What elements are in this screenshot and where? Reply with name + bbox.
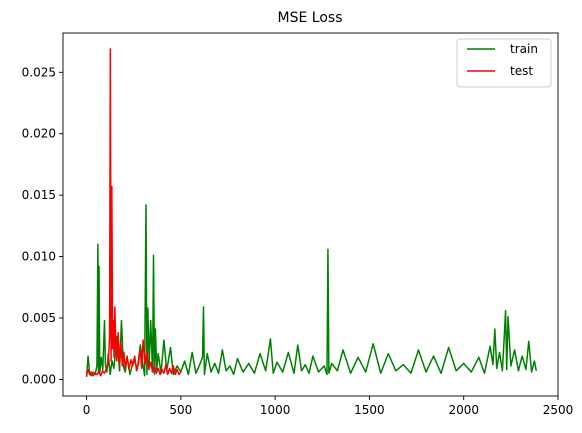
y-tick-label: 0.005	[22, 311, 56, 325]
y-tick-label: 0.000	[22, 372, 56, 386]
legend-label-train: train	[510, 42, 538, 56]
y-tick-label: 0.010	[22, 250, 56, 264]
x-tick-label: 2000	[448, 403, 479, 417]
y-tick-label: 0.015	[22, 188, 56, 202]
legend: train test	[456, 38, 552, 88]
plot-frame	[62, 32, 559, 397]
chart-title: MSE Loss	[278, 10, 343, 26]
x-tick-label: 1000	[260, 403, 291, 417]
x-tick-label: 2500	[543, 403, 574, 417]
legend-frame	[456, 38, 552, 88]
y-tick-label: 0.020	[22, 127, 56, 141]
x-axis: 0 500 1000 1500 2000 2500	[83, 396, 574, 417]
series-layer	[85, 48, 538, 378]
x-tick-label: 1500	[354, 403, 385, 417]
series-line-test	[85, 48, 182, 377]
y-axis: 0.000 0.005 0.010 0.015 0.020 0.025	[22, 65, 63, 386]
y-tick-label: 0.025	[22, 65, 56, 79]
legend-label-test: test	[510, 64, 533, 78]
x-tick-label: 500	[169, 403, 192, 417]
x-tick-label: 0	[83, 403, 91, 417]
